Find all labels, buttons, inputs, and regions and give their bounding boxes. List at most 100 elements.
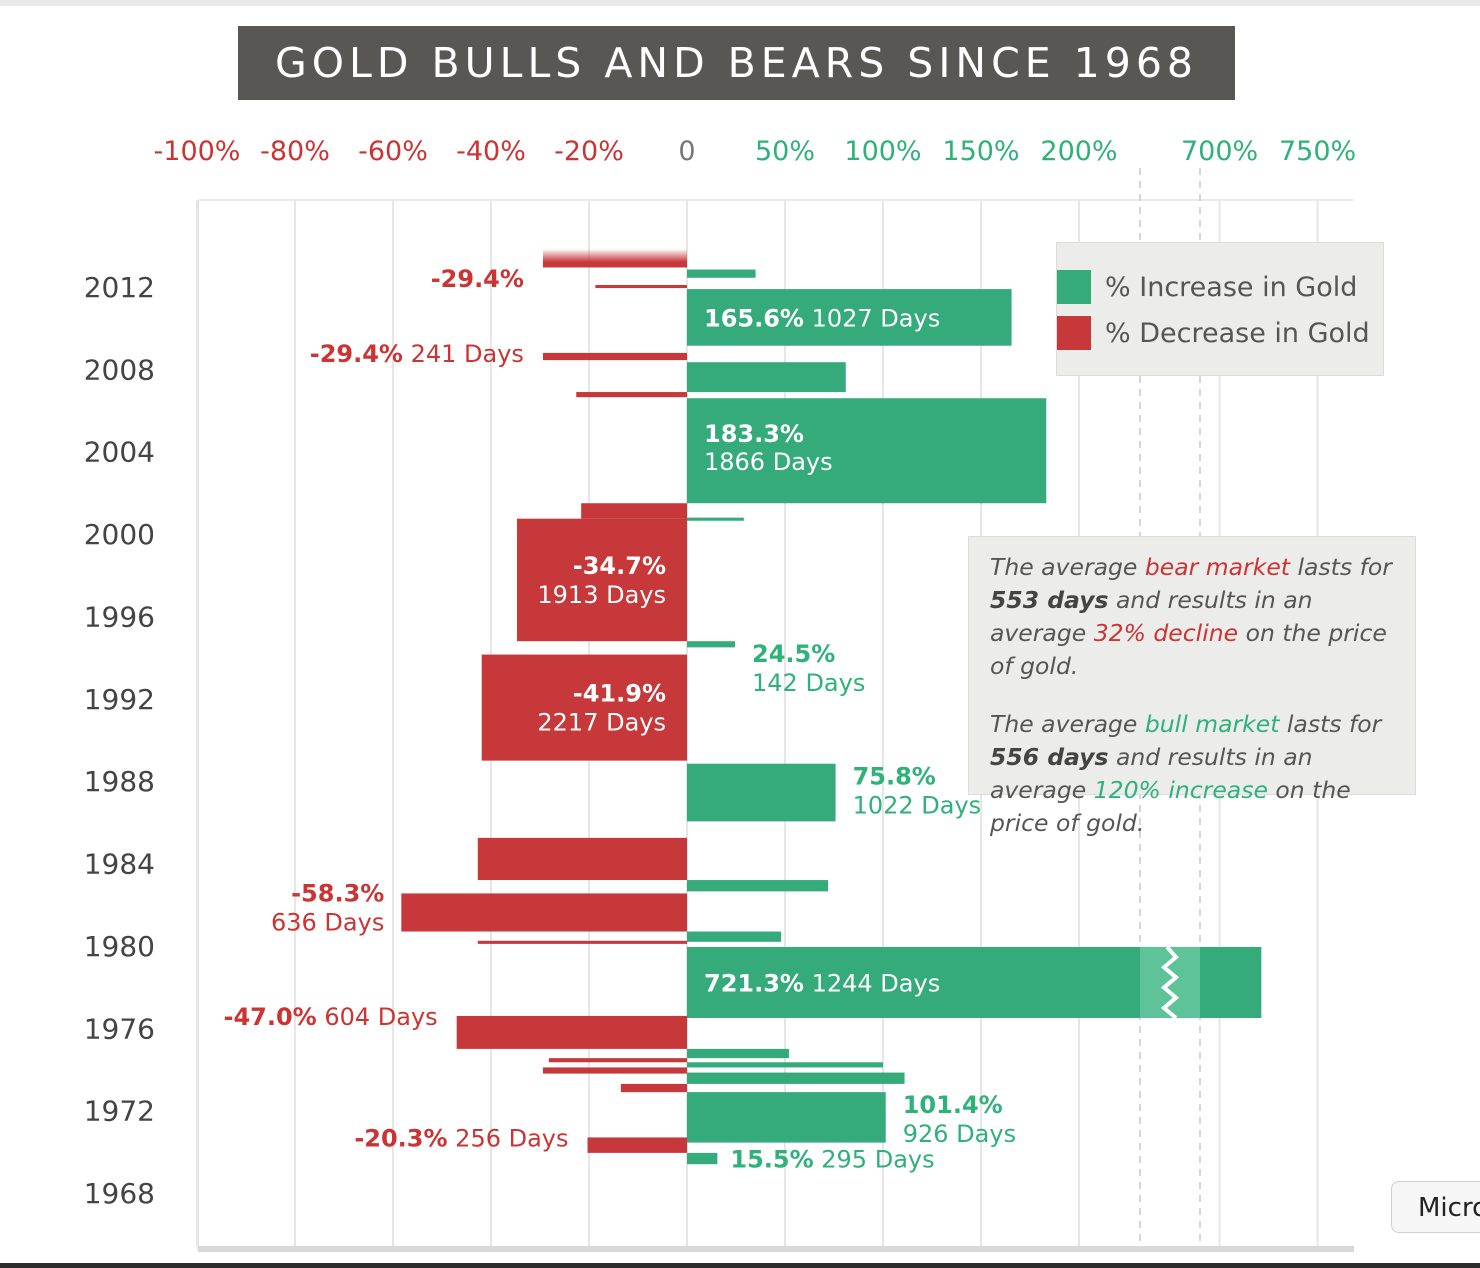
bar-label-pct: 24.5%	[752, 640, 835, 668]
increase-bar	[687, 289, 1012, 346]
increase-bar	[687, 931, 782, 942]
note-text: and results in an average	[990, 586, 1313, 647]
increase-bar	[687, 269, 756, 278]
bar-label-days: 604 Days	[317, 1003, 438, 1031]
note-text: The average	[990, 710, 1145, 738]
bar-label-days: 1027 Days	[804, 304, 940, 332]
increase-bar	[687, 1092, 886, 1143]
bar-label-days: 142 Days	[752, 669, 865, 697]
decrease-bar	[587, 1137, 687, 1153]
note-text: and results in an average	[990, 743, 1313, 804]
bar-label-days: 2217 Days	[537, 709, 666, 737]
legend-item-increase: % Increase in Gold	[1057, 267, 1357, 307]
decrease-bar	[595, 284, 687, 289]
bar-label-days: 295 Days	[814, 1146, 935, 1174]
plot-bottom-border	[198, 1246, 1354, 1252]
chart-title: GOLD BULLS AND BEARS SINCE 1968	[238, 26, 1235, 100]
bar-label-days: 636 Days	[271, 908, 384, 936]
legend-swatch-decrease	[1057, 316, 1091, 350]
decrease-bar	[477, 837, 687, 881]
x-tick-label: -60%	[358, 136, 428, 167]
note-highlight-decline: 32% decline	[1093, 619, 1239, 647]
y-tick-label: 2000	[84, 518, 155, 551]
micro-button[interactable]: Micro	[1391, 1181, 1480, 1233]
bar-label-pct: -34.7%	[573, 552, 666, 580]
decrease-bar	[542, 352, 687, 361]
note-days: 556 days	[990, 743, 1109, 771]
decrease-bar	[620, 1083, 687, 1093]
note-highlight-increase: 120% increase	[1093, 776, 1268, 804]
bar-label-pct: -47.0%	[223, 1003, 316, 1031]
x-tick-label: -80%	[260, 136, 330, 167]
note-text: lasts for	[1279, 710, 1382, 738]
x-tick-label: 700%	[1181, 136, 1258, 167]
bull-market-note: The average bull market lasts for 556 da…	[990, 708, 1405, 840]
note-text: lasts for	[1290, 553, 1392, 581]
y-tick-label: 1984	[84, 848, 155, 881]
bar-label: 15.5% 295 Days	[730, 1146, 934, 1174]
increase-bar	[687, 1062, 883, 1068]
increase-bar	[687, 362, 846, 393]
bar-label: -29.4%	[431, 265, 524, 293]
increase-bar	[687, 1048, 789, 1059]
bar-label-pct: 165.6%	[704, 304, 804, 332]
decrease-bar	[456, 1015, 687, 1049]
window-bottom-edge	[0, 1263, 1480, 1268]
bear-market-note: The average bear market lasts for 553 da…	[990, 551, 1405, 683]
bar-label-pct: -20.3%	[354, 1124, 447, 1152]
legend-swatch-increase	[1057, 270, 1091, 304]
bar-label-days: 1022 Days	[853, 792, 982, 820]
average-market-note: The average bear market lasts for 553 da…	[969, 537, 1415, 837]
bar-label: -47.0% 604 Days	[223, 1003, 437, 1031]
bar-label: -20.3% 256 Days	[354, 1124, 568, 1152]
y-tick-label: 2008	[84, 353, 155, 386]
bar-label-pct: -29.4%	[310, 340, 403, 368]
decrease-bar	[401, 893, 687, 932]
note-text: on the price of gold.	[990, 776, 1351, 837]
decrease-bar	[542, 1067, 687, 1074]
bar-label-pct: 183.3%	[704, 420, 804, 448]
bar-label: 721.3% 1244 Days	[704, 969, 940, 997]
top-border	[0, 0, 1480, 6]
bar-label-pct: 15.5%	[730, 1146, 813, 1174]
note-highlight-bull: bull market	[1144, 710, 1280, 738]
bar-label-days: 926 Days	[903, 1120, 1016, 1148]
legend: % Increase in Gold % Decrease in Gold	[1057, 243, 1383, 375]
x-tick-label: -40%	[456, 136, 526, 167]
bar-label-days: 1866 Days	[704, 448, 833, 476]
x-tick-label: 200%	[1040, 136, 1117, 167]
increase-bar	[687, 1072, 905, 1084]
x-tick-label: 100%	[844, 136, 921, 167]
bar-label-pct: -58.3%	[291, 879, 384, 907]
y-tick-label: 2004	[84, 436, 155, 469]
decrease-bar	[581, 503, 687, 519]
increase-bar	[687, 641, 736, 648]
note-highlight-bear: bear market	[1144, 553, 1291, 581]
bar-label-pct: 721.3%	[704, 969, 804, 997]
legend-label-increase: % Increase in Gold	[1105, 271, 1358, 303]
y-tick-label: 1992	[84, 683, 155, 716]
x-tick-label: 50%	[755, 136, 815, 167]
increase-bar	[687, 398, 1047, 504]
decrease-bar	[516, 518, 687, 642]
increase-bar	[687, 517, 744, 521]
bar-label-pct: -41.9%	[573, 680, 666, 708]
x-tick-label: 750%	[1279, 136, 1356, 167]
y-tick-label: 1976	[84, 1012, 155, 1045]
note-text: The average	[990, 553, 1145, 581]
y-tick-label: 1996	[84, 600, 155, 633]
bar-label-days: 241 Days	[403, 340, 524, 368]
y-tick-label: 1972	[84, 1095, 155, 1128]
y-tick-label: 1968	[84, 1177, 155, 1210]
y-tick-label: 1988	[84, 765, 155, 798]
bar-label-pct: 75.8%	[853, 763, 936, 791]
increase-bar	[687, 763, 836, 822]
increase-bar	[687, 1152, 718, 1165]
bar-label-pct: 101.4%	[903, 1091, 1003, 1119]
increase-bar	[687, 880, 829, 892]
bar-label-pct: -29.4%	[431, 265, 524, 293]
x-tick-label: 150%	[942, 136, 1019, 167]
axis-break-zigzag	[1160, 945, 1180, 1020]
decrease-bar	[481, 654, 687, 761]
bar-label: -29.4% 241 Days	[310, 340, 524, 368]
